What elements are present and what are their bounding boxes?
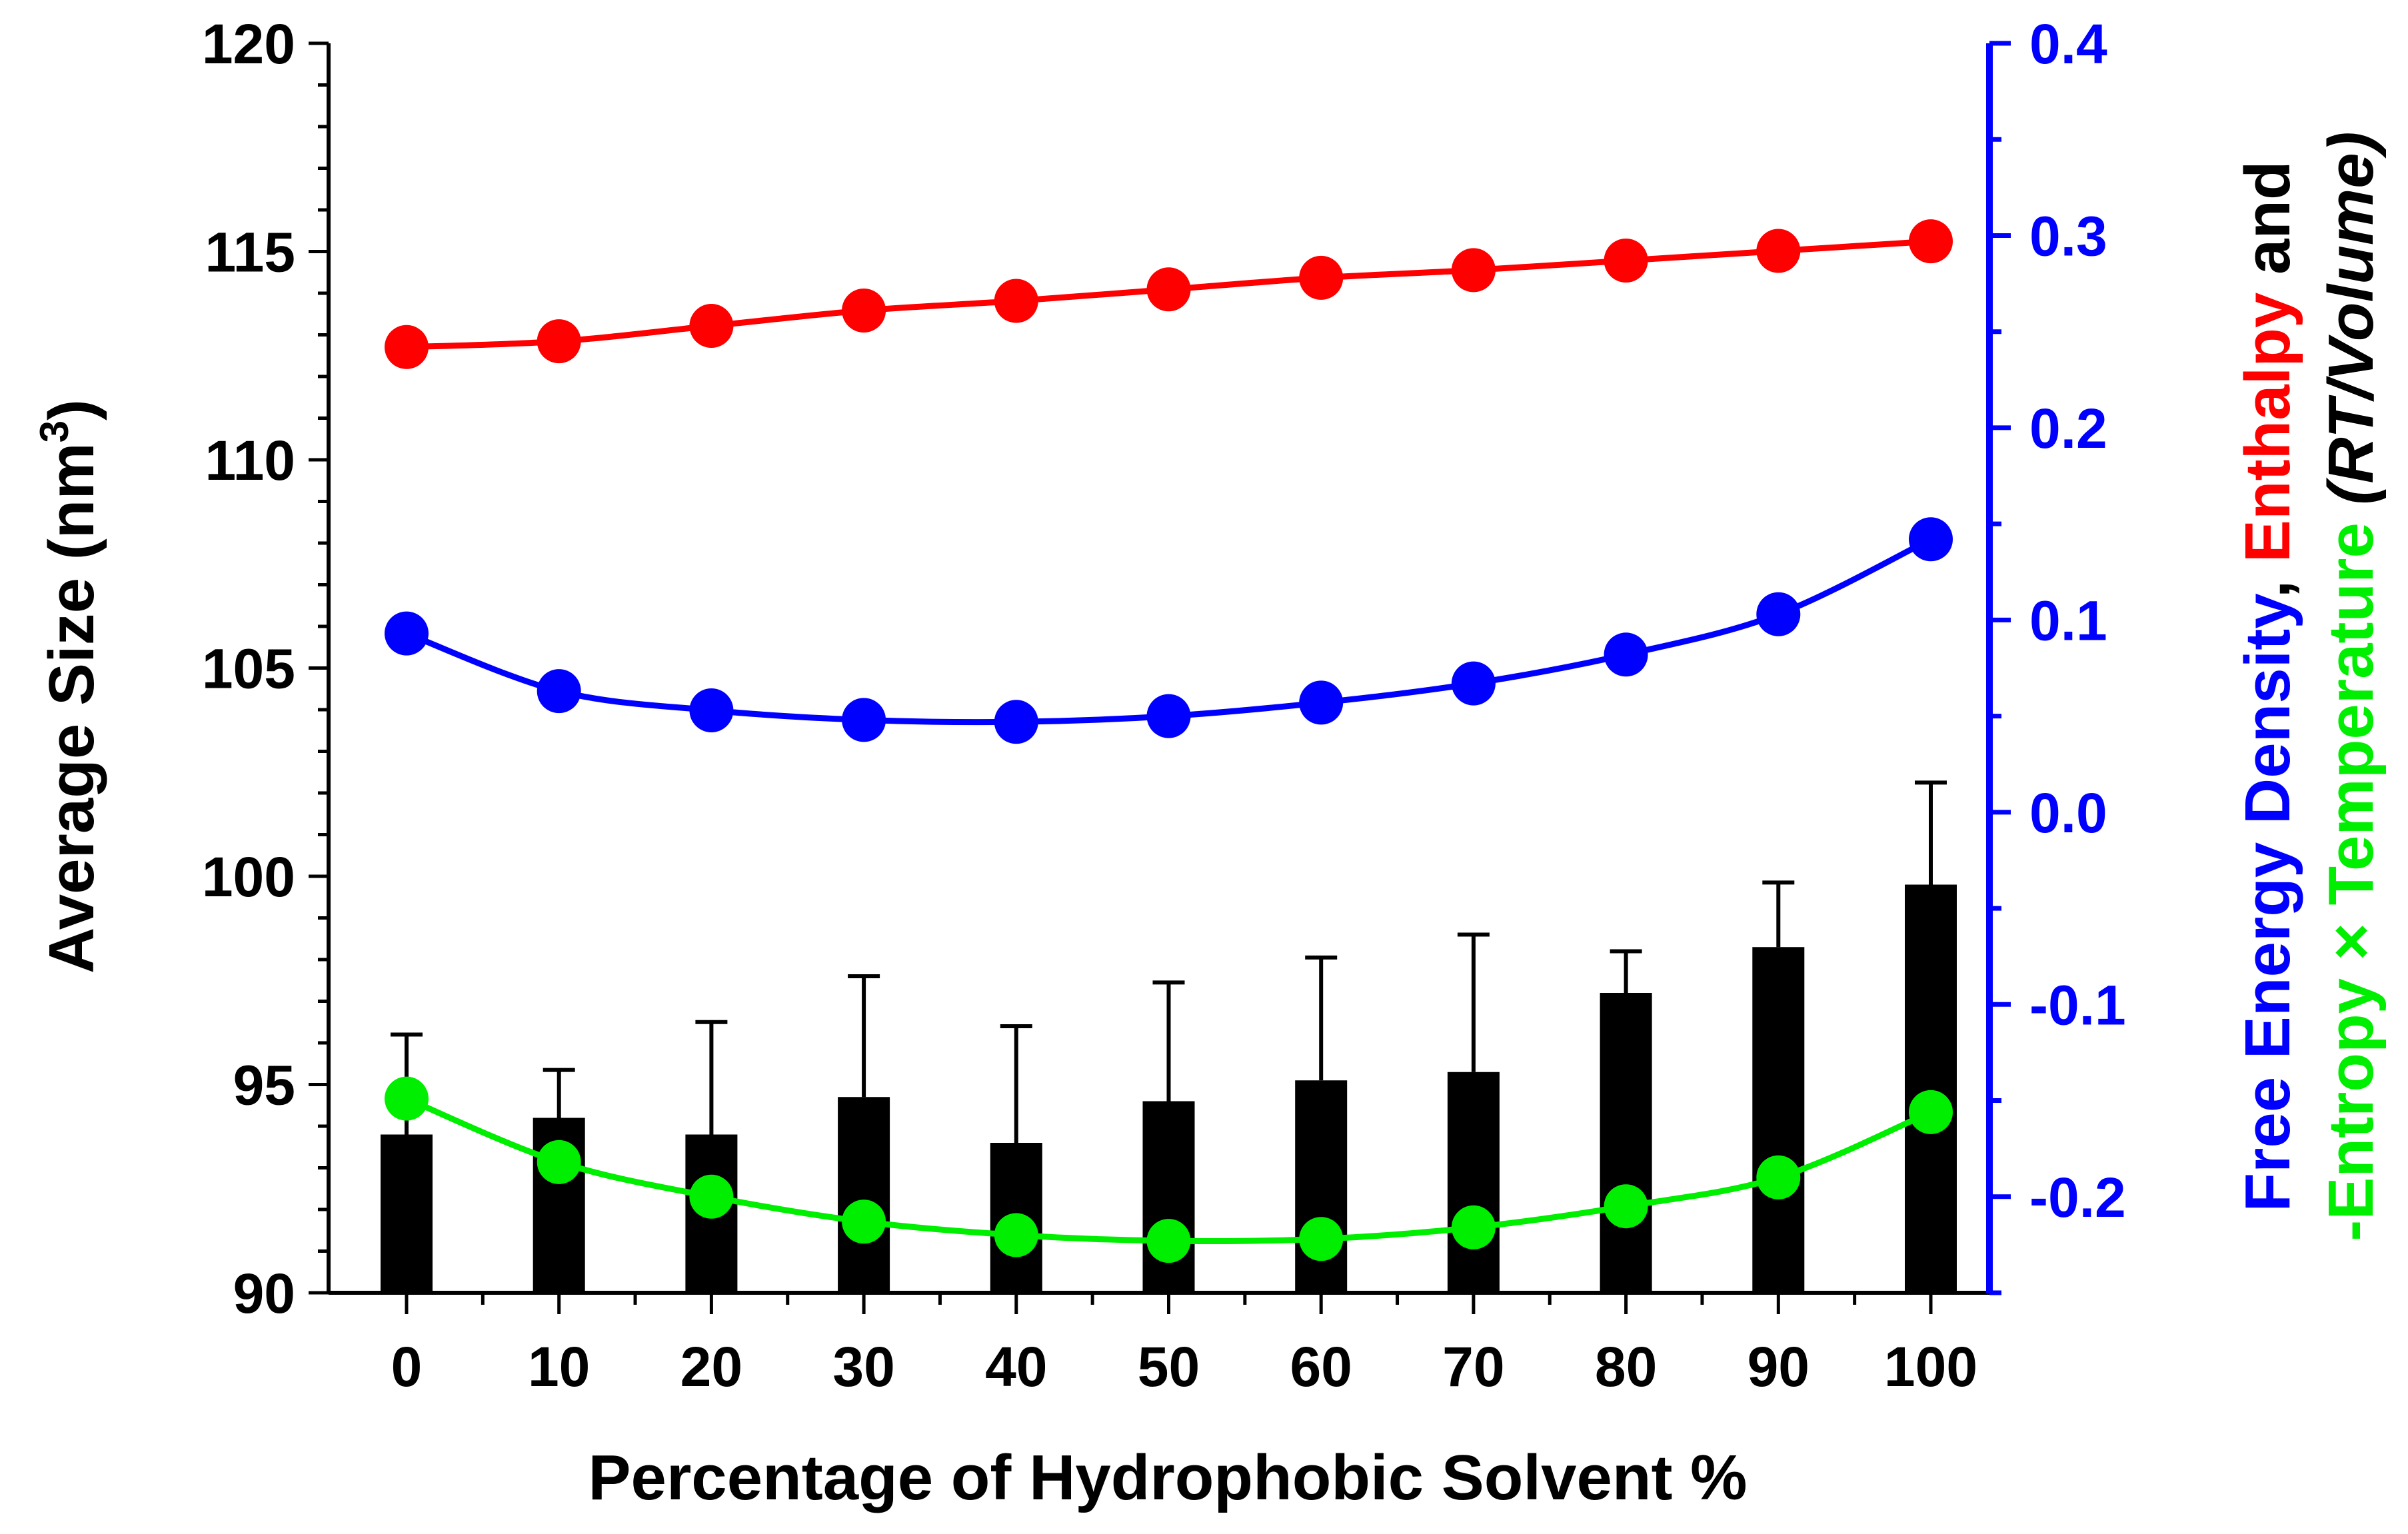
entropy-temperature-point [842, 1199, 886, 1244]
entropy-temperature-point [689, 1174, 734, 1219]
bar [1447, 1072, 1500, 1293]
entropy-temperature-point [1146, 1219, 1191, 1263]
label_line2-part: -Entropy × Temperature [2315, 522, 2387, 1241]
entropy-temperature-point [537, 1140, 581, 1184]
entropy-temperature-point [1451, 1205, 1496, 1249]
enthalpy-point [842, 288, 886, 333]
bottom-tick-label: 70 [1442, 1335, 1504, 1398]
free-energy-density-point [994, 700, 1038, 744]
right-tick-label: -0.2 [2029, 1166, 2126, 1229]
enthalpy-point [1756, 229, 1801, 273]
enthalpy-point [689, 304, 734, 349]
right-tick-label: 0.0 [2029, 782, 2107, 844]
bar [1905, 884, 1957, 1293]
right-tick-label: -0.1 [2029, 974, 2126, 1036]
left-axis-title: Average Size (nm3) [32, 399, 107, 974]
left-axis-title-main: Average Size (nm [36, 442, 107, 974]
free-energy-density-point [842, 698, 886, 742]
enthalpy-point [1299, 255, 1344, 300]
bottom-tick-label: 0 [391, 1335, 423, 1398]
enthalpy-point [537, 319, 581, 364]
right-tick-label: 0.4 [2029, 13, 2107, 75]
bottom-tick-label: 40 [985, 1335, 1047, 1398]
left-tick-label: 110 [205, 429, 295, 492]
entropy-temperature-point [1756, 1155, 1801, 1199]
bar [838, 1097, 890, 1293]
enthalpy-point [1146, 267, 1191, 312]
free-energy-density-point [1909, 517, 1953, 562]
left-tick-label: 100 [202, 846, 295, 908]
bar [1600, 993, 1652, 1293]
enthalpy-point [385, 325, 429, 369]
enthalpy-point [1451, 248, 1496, 293]
right-axis-title-line1: Free Energy Density, Enthalpy and [2232, 161, 2303, 1211]
entropy-temperature-point [1909, 1090, 1953, 1134]
entropy-temperature-point [1299, 1217, 1344, 1261]
bottom-tick-label: 20 [680, 1335, 742, 1398]
label_line1-part: and [2232, 161, 2303, 292]
free-energy-density-point [689, 688, 734, 732]
right-tick-label: 0.2 [2029, 397, 2107, 460]
label_line2-part: (RT/Volume) [2315, 131, 2387, 522]
line-series [385, 219, 1953, 1263]
left-tick-label: 120 [202, 13, 295, 75]
left-tick-label: 105 [202, 638, 295, 700]
entropy-temperature-point [385, 1076, 429, 1121]
free-energy-density-point [385, 611, 429, 656]
label_line1-part: Free Energy Density [2232, 594, 2303, 1212]
bottom-tick-label: 100 [1884, 1335, 1977, 1398]
axes: 9095100105110115120-0.2-0.10.00.10.20.30… [202, 13, 2126, 1398]
left-tick-label: 90 [233, 1262, 295, 1325]
bar [1142, 1101, 1195, 1293]
bottom-tick-label: 90 [1748, 1335, 1809, 1398]
free-energy-density-point [1299, 680, 1344, 725]
enthalpy-point [1909, 219, 1953, 264]
free-energy-density-point [1756, 592, 1801, 636]
free-energy-density-point [1604, 632, 1648, 677]
bottom-tick-label: 80 [1595, 1335, 1657, 1398]
bar [1752, 947, 1805, 1293]
entropy-temperature-point [994, 1213, 1038, 1257]
right-tick-label: 0.1 [2029, 589, 2107, 652]
bar [381, 1134, 433, 1293]
bottom-tick-label: 10 [528, 1335, 590, 1398]
free-energy-density-point [537, 669, 581, 714]
enthalpy-point [994, 279, 1038, 323]
bottom-tick-label: 30 [832, 1335, 894, 1398]
left-tick-label: 95 [233, 1054, 295, 1117]
label_line1-part: , [2232, 562, 2303, 598]
x-axis-title: Percentage of Hydrophobic Solvent % [589, 1442, 1748, 1513]
left-axis-title-sup: 3 [32, 420, 77, 442]
bar-series [381, 780, 1957, 1293]
bottom-tick-label: 60 [1290, 1335, 1352, 1398]
right-tick-label: 0.3 [2029, 205, 2107, 267]
free-energy-density-point [1146, 694, 1191, 738]
entropy-temperature-point [1604, 1184, 1648, 1229]
left-axis-title-close: ) [36, 399, 107, 420]
right-axis-title-line2: -Entropy × Temperature (RT/Volume) [2315, 131, 2387, 1241]
free-energy-density-point [1451, 661, 1496, 706]
bottom-tick-label: 50 [1138, 1335, 1200, 1398]
enthalpy-point [1604, 238, 1648, 283]
left-tick-label: 115 [205, 221, 295, 284]
label_line1-part: Enthalpy [2232, 293, 2303, 562]
